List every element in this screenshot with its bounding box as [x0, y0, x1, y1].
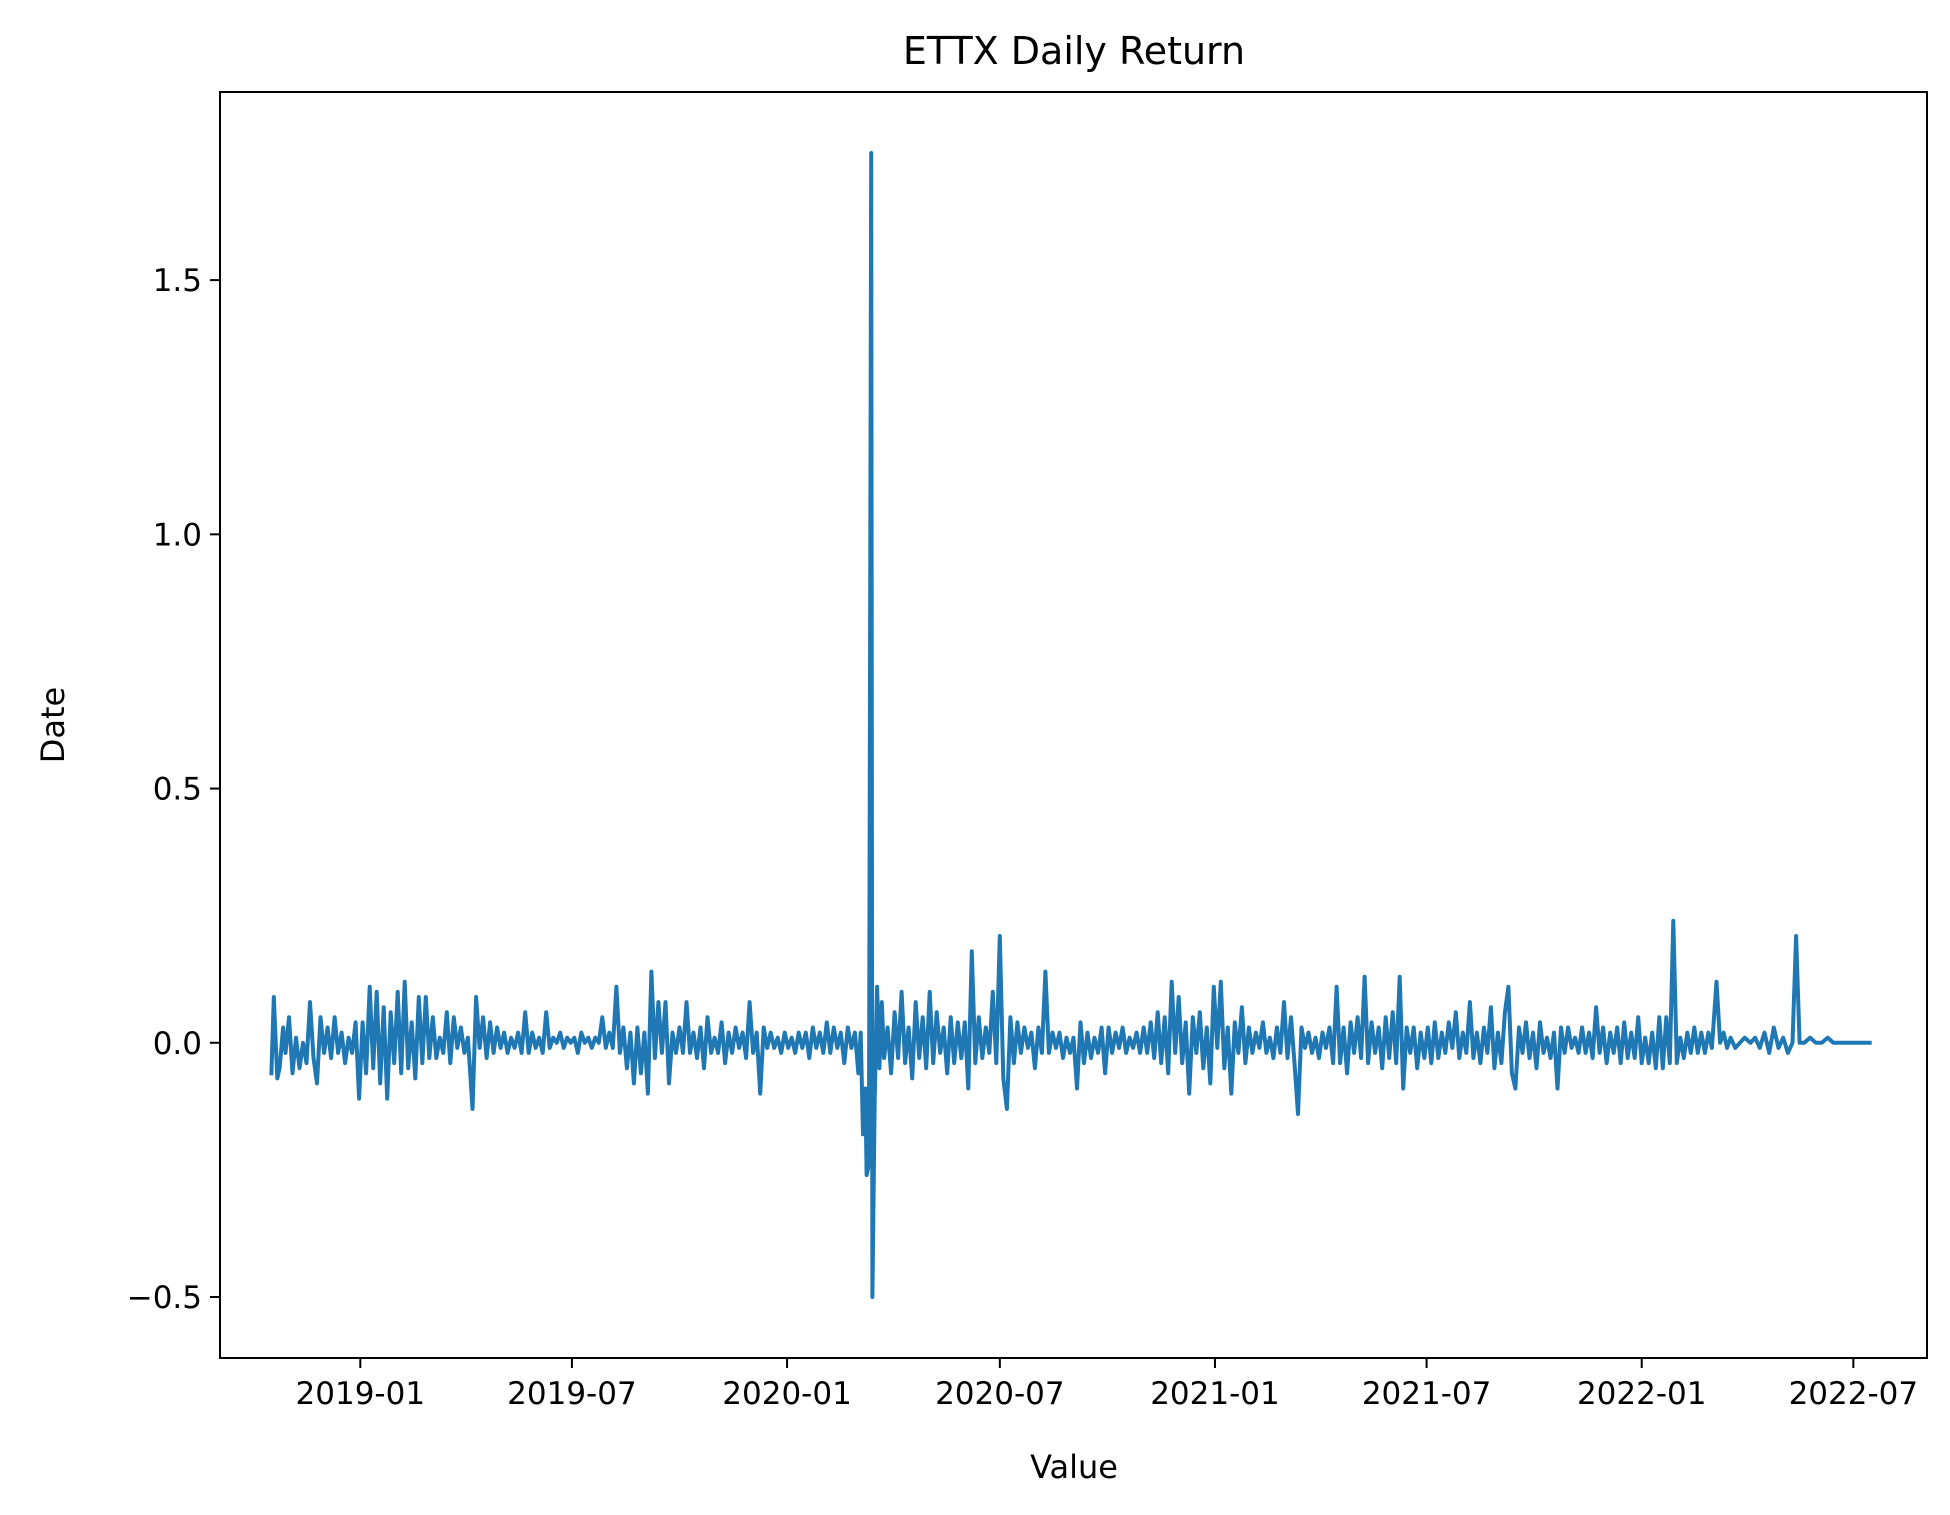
x-tick-label: 2021-01: [1150, 1376, 1280, 1412]
series-line: [269, 151, 1872, 1299]
y-tick-label: −0.5: [127, 1280, 202, 1316]
x-tick-label: 2021-07: [1362, 1376, 1492, 1412]
x-tick-label: 2019-07: [507, 1376, 637, 1412]
y-axis-title: Date: [34, 687, 72, 763]
y-tick-label: 0.0: [153, 1026, 202, 1062]
plot-area: [269, 151, 1872, 1299]
x-tick-label: 2019-01: [296, 1376, 426, 1412]
chart-title: ETTX Daily Return: [903, 29, 1245, 73]
x-tick-label: 2020-01: [722, 1376, 852, 1412]
x-axis-title: Value: [1030, 1448, 1118, 1486]
x-axis-ticks: 2019-01 2019-07 2020-01 2020-07 2021-01 2021-…: [296, 1358, 1919, 1412]
y-axis-ticks: −0.5 0.0 0.5 1.0 1.5: [127, 263, 220, 1316]
y-tick-label: 1.5: [153, 263, 202, 299]
x-tick-label: 2022-01: [1577, 1376, 1707, 1412]
y-tick-label: 1.0: [153, 517, 202, 553]
x-tick-label: 2022-07: [1789, 1376, 1919, 1412]
x-tick-label: 2020-07: [935, 1376, 1065, 1412]
axes-frame: [219, 91, 1928, 1359]
y-tick-label: 0.5: [153, 772, 202, 808]
